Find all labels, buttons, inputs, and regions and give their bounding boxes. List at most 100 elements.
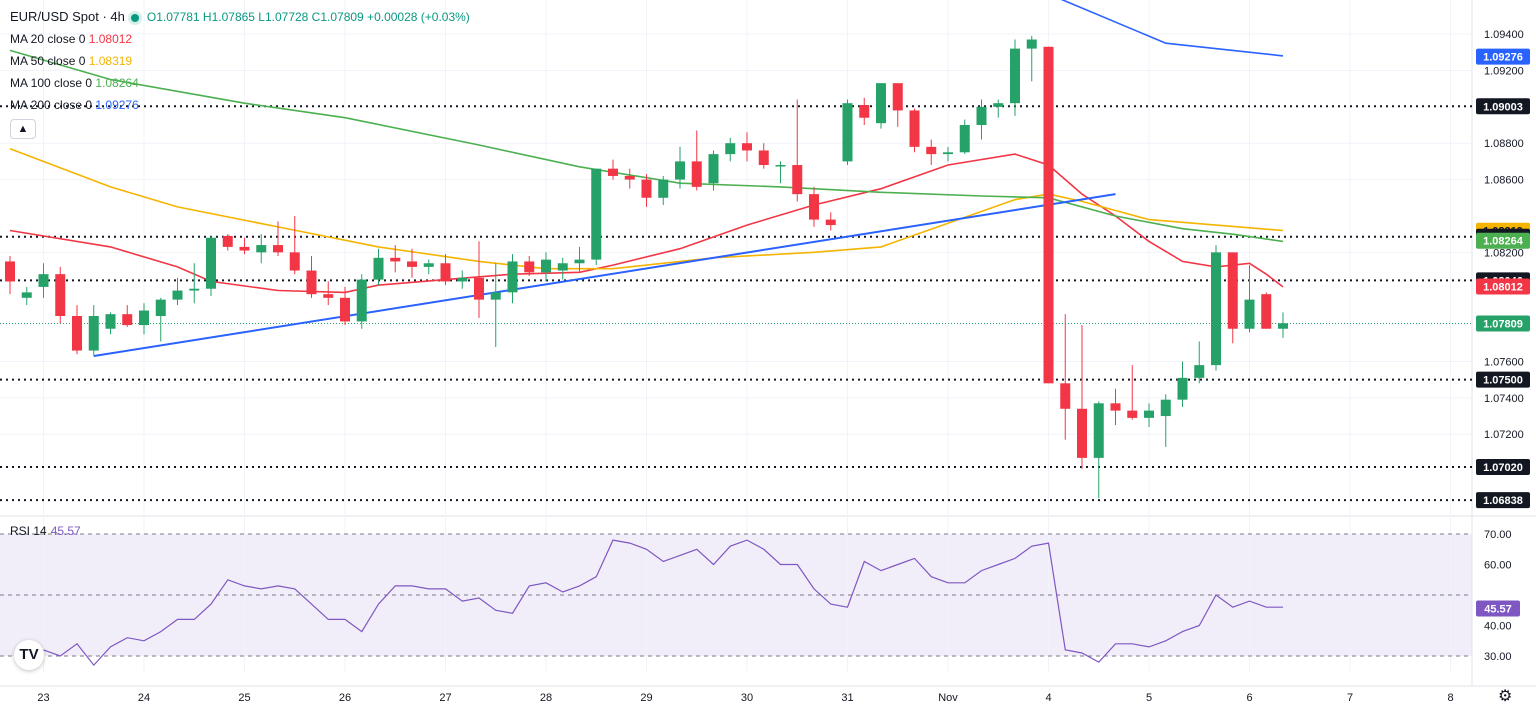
candle-body [842,103,853,162]
candle-body [155,299,166,317]
candle-body [457,277,468,282]
candle-body [574,259,585,264]
candle-body [1010,48,1020,104]
candle-body [1077,408,1087,458]
price-badge: 1.06838 [1476,492,1530,509]
market-open-dot [130,13,139,22]
candle-body [88,316,99,351]
time-tick-label: 23 [37,692,49,704]
candle-body [1127,410,1138,418]
price-badge-bg [1476,278,1530,295]
candle-body [775,165,786,167]
price-badge-label: 1.07020 [1483,462,1523,474]
candle-body [742,143,752,151]
price-badges: 1.092761.090031.083191.082861.082641.080… [1476,48,1530,617]
candle-body [658,179,669,198]
candle-body [1177,377,1188,400]
ma200-legend[interactable]: MA 200 close 0 1.09276 [10,94,470,116]
candle-body [691,161,702,187]
candle-body [993,103,1004,107]
time-tick-label: 7 [1347,692,1353,704]
candle-body [340,297,350,322]
price-badge-label: 1.08012 [1483,282,1523,294]
candle-body [490,292,501,300]
candle-body [959,125,970,153]
price-badge-bg [1476,315,1530,332]
symbol-title[interactable]: EUR/USD Spot · 4h [10,9,125,24]
rsi-tick-label: 70.00 [1484,529,1512,541]
gear-icon[interactable]: ⚙ [1498,688,1513,705]
time-tick-label: Nov [938,692,958,704]
ohlc-values: O1.07781 H1.07865 L1.07728 C1.07809 +0.0… [146,10,470,24]
price-badge-bg [1476,98,1530,115]
candle-body [926,146,937,155]
candle-body [1043,46,1054,384]
price-axis[interactable]: 1.09400 1.09200 1.08800 1.08600 1.08200 1.076… [1484,29,1524,663]
candle-body [1093,403,1104,458]
time-tick-label: 5 [1146,692,1152,704]
time-tick-label: 31 [841,692,853,704]
price-badge: 1.09276 [1476,48,1530,65]
ma50-legend[interactable]: MA 50 close 0 1.08319 [10,50,470,72]
candle-body [909,110,920,147]
candle-body [859,105,870,118]
rsi-line [43,539,1283,667]
time-tick-label: 4 [1045,692,1051,704]
candle-body [1211,252,1221,366]
candle-body [641,179,652,198]
ma50-value: 1.08319 [88,54,133,68]
candle-body [390,257,401,262]
candle-body [38,274,49,287]
candle-body [55,274,66,317]
price-badge-label: 1.08264 [1483,236,1524,248]
price-badge-bg [1476,492,1530,509]
time-tick-label: 28 [540,692,552,704]
candle-body [591,168,602,260]
price-badge: 1.08264 [1476,232,1530,249]
candle-body [72,316,82,351]
price-tick-label: 1.08800 [1484,138,1524,150]
candle-body [289,252,300,271]
price-tick-label: 1.09200 [1484,65,1524,77]
candle-body [5,261,15,282]
price-badge: 1.07020 [1476,458,1530,475]
rsi-tick-label: 30.00 [1484,651,1512,663]
tradingview-logo[interactable]: TV [14,640,44,670]
rsi-badge-bg [1476,600,1520,617]
ma-line-ma200 [1060,0,1284,57]
price-tick-label: 1.09400 [1484,29,1524,41]
trendline [93,193,1116,358]
candle-body [876,83,886,124]
rsi-pane [0,533,1472,667]
candle-body [725,143,736,155]
rsi-tick-label: 40.00 [1484,621,1512,633]
candle-body [825,219,836,226]
price-tick-label: 1.08600 [1484,175,1524,187]
collapse-legend-button[interactable]: ▲ [10,119,36,139]
ma20-legend[interactable]: MA 20 close 0 1.08012 [10,28,470,50]
ma20-label: MA 20 close 0 [10,32,86,46]
ma100-legend[interactable]: MA 100 close 0 1.08264 [10,72,470,94]
price-tick-label: 1.07200 [1484,429,1524,441]
candle-body [373,257,384,280]
candle-body [1227,252,1238,329]
time-axis[interactable]: 232425262728293031Nov4567810 [37,692,1536,704]
price-badge-bg [1476,232,1530,249]
candle-body [256,245,267,253]
symbol-row[interactable]: EUR/USD Spot · 4h O1.07781 H1.07865 L1.07… [10,6,470,28]
price-tick-label: 1.07400 [1484,393,1524,405]
price-badge: 1.09003 [1476,98,1530,115]
candle-body [1144,410,1154,418]
time-tick-label: 27 [439,692,451,704]
price-badge-bg [1476,458,1530,475]
rsi-legend[interactable]: RSI 14 45.57 [10,524,81,538]
ma-line-ma100 [9,49,1284,243]
candles [5,35,1288,498]
time-tick-label: 25 [238,692,250,704]
candle-body [306,270,317,295]
candle-body [474,277,484,300]
candle-body [1244,299,1255,329]
candle-body [139,310,149,326]
ma200-label: MA 200 close 0 [10,98,93,112]
